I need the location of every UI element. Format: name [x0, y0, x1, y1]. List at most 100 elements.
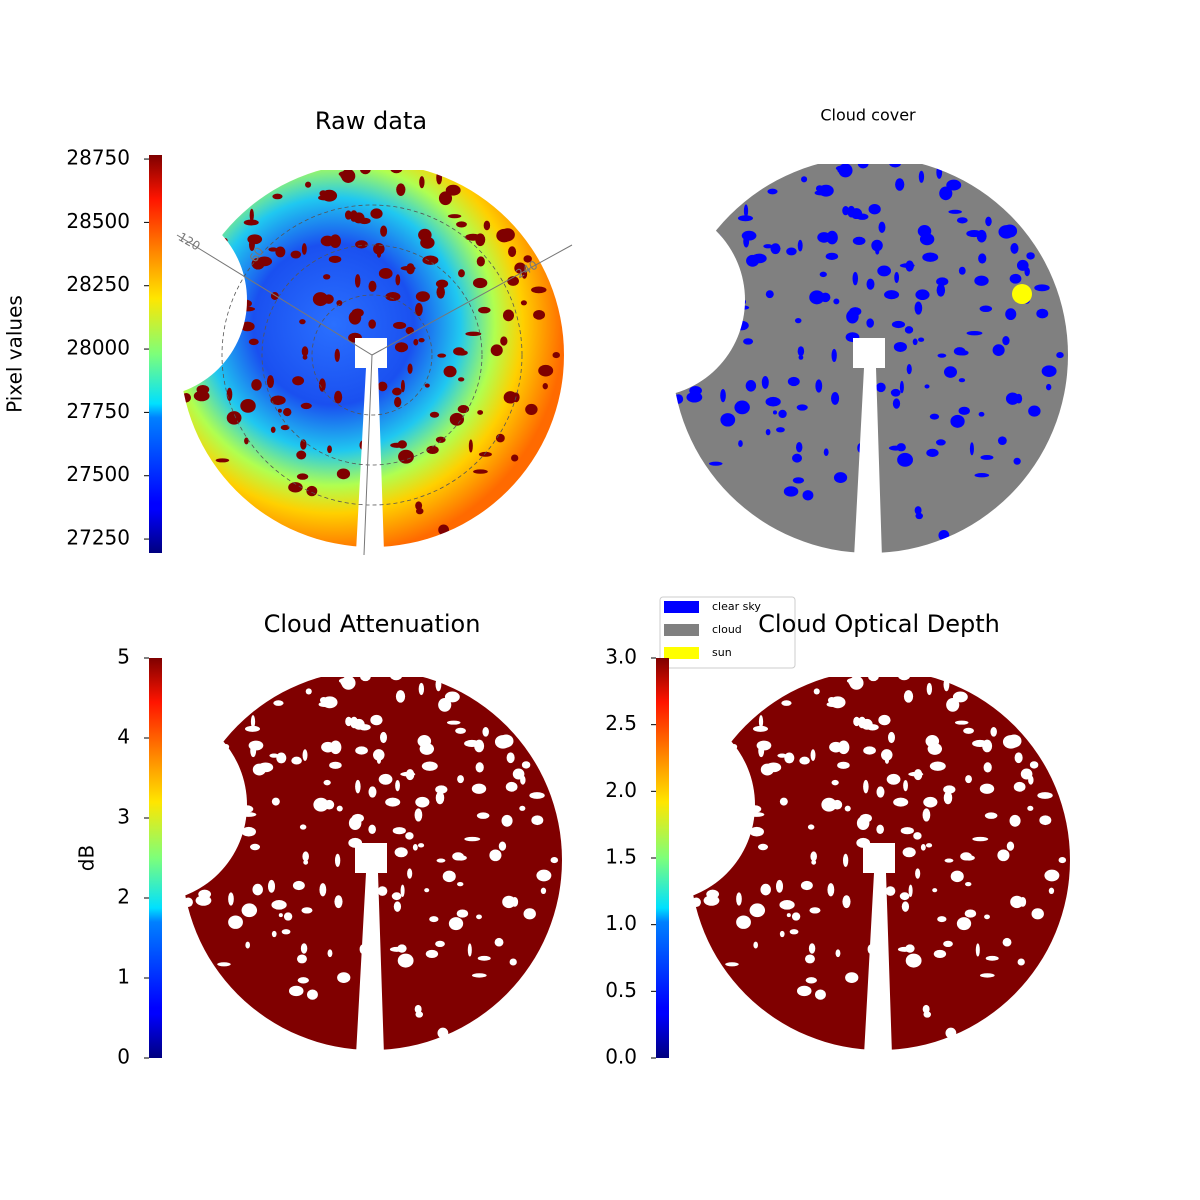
cloud-patch — [415, 501, 423, 510]
cloud-patch — [389, 670, 403, 681]
cloud-patch — [228, 915, 243, 929]
cloud-patch — [786, 913, 791, 918]
cloud-patch — [248, 238, 255, 252]
cloud-patch — [1016, 259, 1029, 271]
cloud-patch — [378, 268, 393, 279]
cloud-patch — [281, 929, 291, 935]
cloud-patch — [181, 392, 191, 403]
cloud-patch — [953, 347, 966, 356]
cloud-patch — [249, 208, 254, 222]
cloud-patch — [779, 930, 785, 938]
cloud-patch — [936, 165, 943, 179]
cloud-patch — [732, 298, 746, 306]
cloud-patch — [456, 221, 467, 228]
cloud-patch — [446, 720, 461, 725]
cloud-patch — [807, 824, 815, 830]
cloud-patch — [918, 170, 925, 183]
cloud-patch — [490, 344, 503, 357]
cloud-patch — [703, 895, 720, 906]
cloud-patch — [228, 892, 234, 906]
cloud-patch — [983, 762, 992, 773]
cloud-patch — [435, 940, 445, 948]
cloud-patch — [736, 915, 751, 929]
cloud-patch — [985, 955, 999, 961]
cloud-patch — [758, 715, 764, 729]
mast — [355, 843, 387, 1055]
cloud-patch — [1017, 958, 1025, 966]
cloud-patch — [355, 779, 361, 794]
cloud-patch — [278, 913, 283, 918]
cloud-patch — [786, 247, 797, 256]
cloud-patch — [435, 791, 445, 805]
cloud-patch — [550, 857, 559, 864]
cloud-patch — [853, 716, 861, 727]
cloud-patch — [850, 208, 863, 220]
cloud-patch — [368, 280, 377, 292]
cloud-patch — [397, 440, 407, 449]
cloud-patch — [502, 309, 515, 322]
cloud-patch — [1013, 457, 1021, 465]
cloud-patch — [468, 439, 473, 453]
cloud-patch — [905, 944, 915, 953]
cloud-patch — [266, 375, 274, 389]
cloud-patch — [414, 808, 423, 822]
cloud-patch — [935, 439, 946, 446]
cloud-patch — [789, 929, 799, 935]
cloud-patch — [1006, 841, 1015, 851]
cloud-patch — [552, 352, 560, 359]
cloud-patch — [217, 282, 230, 294]
panel-title: Cloud Attenuation — [264, 610, 481, 638]
cloud-patch — [826, 230, 838, 245]
legend-swatch — [664, 624, 699, 636]
cloud-patch — [733, 305, 750, 310]
cloud-patch — [749, 903, 766, 918]
cloud-patch — [946, 698, 960, 712]
cloud-patch — [415, 302, 423, 317]
colorbar-tick-label: 27750 — [66, 399, 130, 423]
cloud-patch — [465, 233, 481, 241]
cloud-patch — [979, 973, 995, 978]
cloud-patch — [792, 453, 803, 463]
cloud-patch — [435, 677, 442, 692]
cloud-patch — [1027, 805, 1034, 811]
polar-axis — [176, 234, 573, 556]
cloud-patch — [980, 455, 994, 460]
cloud-patch — [827, 696, 836, 704]
cloud-patch — [831, 348, 837, 363]
cloud-patch — [844, 805, 851, 812]
cloud-patch — [760, 763, 774, 776]
cloud-patch — [1036, 308, 1049, 319]
cloud-patch — [985, 216, 992, 227]
colorbar-tick-label: 0 — [117, 1045, 130, 1069]
cloud-patch — [395, 780, 400, 792]
cloud-patch — [922, 1004, 930, 1014]
cloud-patch — [876, 824, 884, 835]
cloud-patch — [189, 865, 202, 872]
cloud-patch — [908, 884, 913, 897]
cloud-patch — [835, 949, 841, 958]
cloud-patch — [296, 473, 309, 480]
cloud-patch — [338, 677, 354, 684]
cloud-patch — [503, 391, 518, 404]
cloud-patch — [779, 797, 788, 806]
cloud-patch — [405, 326, 415, 335]
cloud-patch — [394, 396, 402, 408]
cloud-patch — [195, 895, 212, 906]
cloud-patch — [397, 953, 414, 968]
cloud-patch — [240, 398, 256, 413]
cloud-patch — [958, 406, 970, 415]
cloud-patch — [477, 955, 491, 961]
cloud-patch — [831, 779, 839, 786]
cloud-patch — [337, 972, 351, 983]
cloud-patch — [1005, 308, 1017, 321]
cloud-patch — [475, 762, 484, 773]
cloud-patch — [763, 244, 773, 249]
cloud-patch — [239, 306, 256, 312]
cloud-patch — [415, 291, 430, 302]
cloud-patch — [370, 714, 383, 726]
cloud-patch — [400, 771, 416, 777]
cloud-patch — [300, 439, 307, 450]
cloud-patch — [978, 411, 985, 417]
cloud-patch — [1029, 761, 1039, 769]
cloud-patch — [299, 824, 307, 830]
